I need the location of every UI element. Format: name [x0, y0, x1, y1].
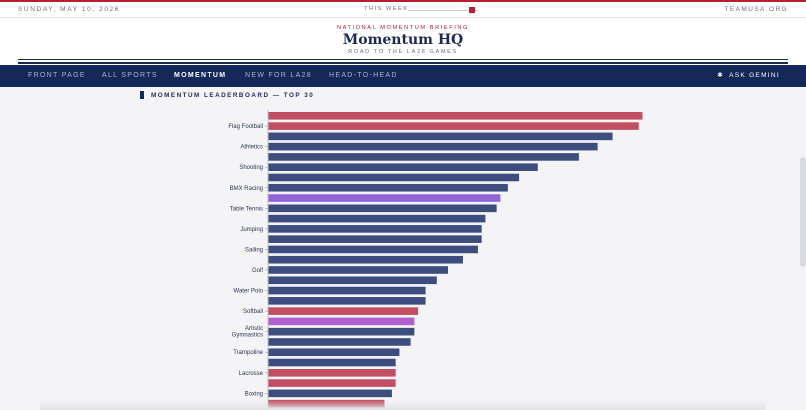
chart-category-label: Boxing [245, 391, 263, 397]
leaderboard-bar[interactable] [268, 255, 463, 264]
leaderboard-bar[interactable] [268, 389, 392, 398]
chart-category-label: Sailing [245, 247, 263, 253]
masthead-kicker: NATIONAL MOMENTUM BRIEFING [336, 25, 470, 31]
chart-category-label: Athletics [240, 145, 263, 151]
sparkle-icon: ✱ [717, 72, 725, 79]
chart-category-label: Water Polo [234, 289, 264, 295]
chart-category-label: Jumping [240, 227, 263, 233]
leaderboard-bar[interactable] [268, 379, 396, 387]
leaderboard-bar[interactable] [268, 286, 426, 295]
leaderboard-bar[interactable] [268, 173, 520, 182]
page-scrollbar[interactable] [800, 157, 806, 267]
leaderboard-bar[interactable] [268, 358, 396, 367]
week-slider-handle[interactable] [469, 7, 476, 13]
chart-category-label: Table Tennis [230, 206, 263, 212]
week-label: THIS WEEK [364, 6, 409, 12]
leaderboard-bar[interactable] [268, 183, 508, 192]
leaderboard-bar[interactable] [268, 245, 478, 254]
leaderboard-bar[interactable] [268, 317, 415, 326]
chart-category-label: BMX Racing [230, 186, 263, 192]
leaderboard-bar[interactable] [268, 307, 419, 315]
top-accent-rule [0, 0, 806, 2]
bottom-fade [40, 400, 766, 410]
leaderboard-bar[interactable] [268, 214, 486, 223]
nav-momentum[interactable]: MOMENTUM [174, 72, 227, 79]
chart-category-label: Lacrosse [239, 371, 264, 377]
page-title: Momentum HQ [342, 32, 464, 48]
leaderboard-bar[interactable] [268, 297, 426, 305]
chart-category-label: Softball [243, 309, 263, 315]
top-bar-divider [0, 17, 806, 18]
leaderboard-bar[interactable] [268, 369, 396, 377]
leaderboard-bar[interactable] [268, 142, 598, 151]
masthead-subtitle: ROAD TO THE LA28 GAMES [348, 49, 458, 55]
leaderboard-bar[interactable] [268, 163, 538, 171]
masthead: NATIONAL MOMENTUM BRIEFING Momentum HQ R… [0, 18, 806, 65]
ask-gemini-button[interactable]: ✱ ASK GEMINI [717, 65, 780, 87]
leaderboard-bar[interactable] [268, 225, 482, 233]
week-slider-track[interactable] [408, 10, 478, 11]
leaderboard-bar[interactable] [268, 112, 643, 120]
chart-category-label: Golf [252, 268, 263, 274]
heading-marker [140, 91, 144, 99]
leaderboard-bar[interactable] [268, 338, 411, 346]
leaderboard-bar[interactable] [268, 235, 482, 243]
momentum-leaderboard-chart: Flag Football Athletics Shooting BMX Racing… [228, 110, 643, 410]
ask-gemini-label: ASK GEMINI [729, 72, 780, 79]
leaderboard-bar[interactable] [268, 132, 613, 141]
leaderboard-bar[interactable] [268, 348, 400, 357]
chart-category-label: Shooting [239, 165, 263, 171]
main-nav: FRONT PAGE ALL SPORTS MOMENTUM NEW FOR L… [0, 65, 806, 87]
leaderboard-title: MOMENTUM LEADERBOARD — TOP 30 [151, 92, 315, 99]
leaderboard-bar[interactable] [268, 153, 579, 161]
top-bar: SUNDAY, MAY 10, 2026 THIS WEEK TEAMUSA.O… [0, 2, 806, 18]
nav-new-for-la28[interactable]: NEW FOR LA28 [245, 72, 312, 79]
nav-head-to-head[interactable]: HEAD-TO-HEAD [329, 72, 398, 79]
leaderboard-bar[interactable] [268, 327, 415, 336]
masthead-rule-thick [18, 62, 788, 64]
leaderboard-bar[interactable] [268, 276, 437, 285]
leaderboard-bar[interactable] [268, 194, 501, 202]
leaderboard-bar[interactable] [268, 266, 449, 274]
masthead-rule-thin [18, 59, 788, 60]
leaderboard-bar[interactable] [268, 204, 497, 213]
chart-category-label: Trampoline [233, 350, 263, 356]
nav-all-sports[interactable]: ALL SPORTS [102, 72, 158, 79]
main-content: MOMENTUM LEADERBOARD — TOP 30 Flag Footb… [0, 87, 806, 410]
chart-category-label: Flag Football [228, 124, 263, 130]
nav-front-page[interactable]: FRONT PAGE [28, 72, 86, 79]
site-link[interactable]: TEAMUSA.ORG [724, 6, 788, 13]
leaderboard-bar[interactable] [268, 122, 639, 130]
current-date: SUNDAY, MAY 10, 2026 [18, 6, 120, 13]
chart-category-label: Artistic Gymnastics [232, 326, 263, 339]
